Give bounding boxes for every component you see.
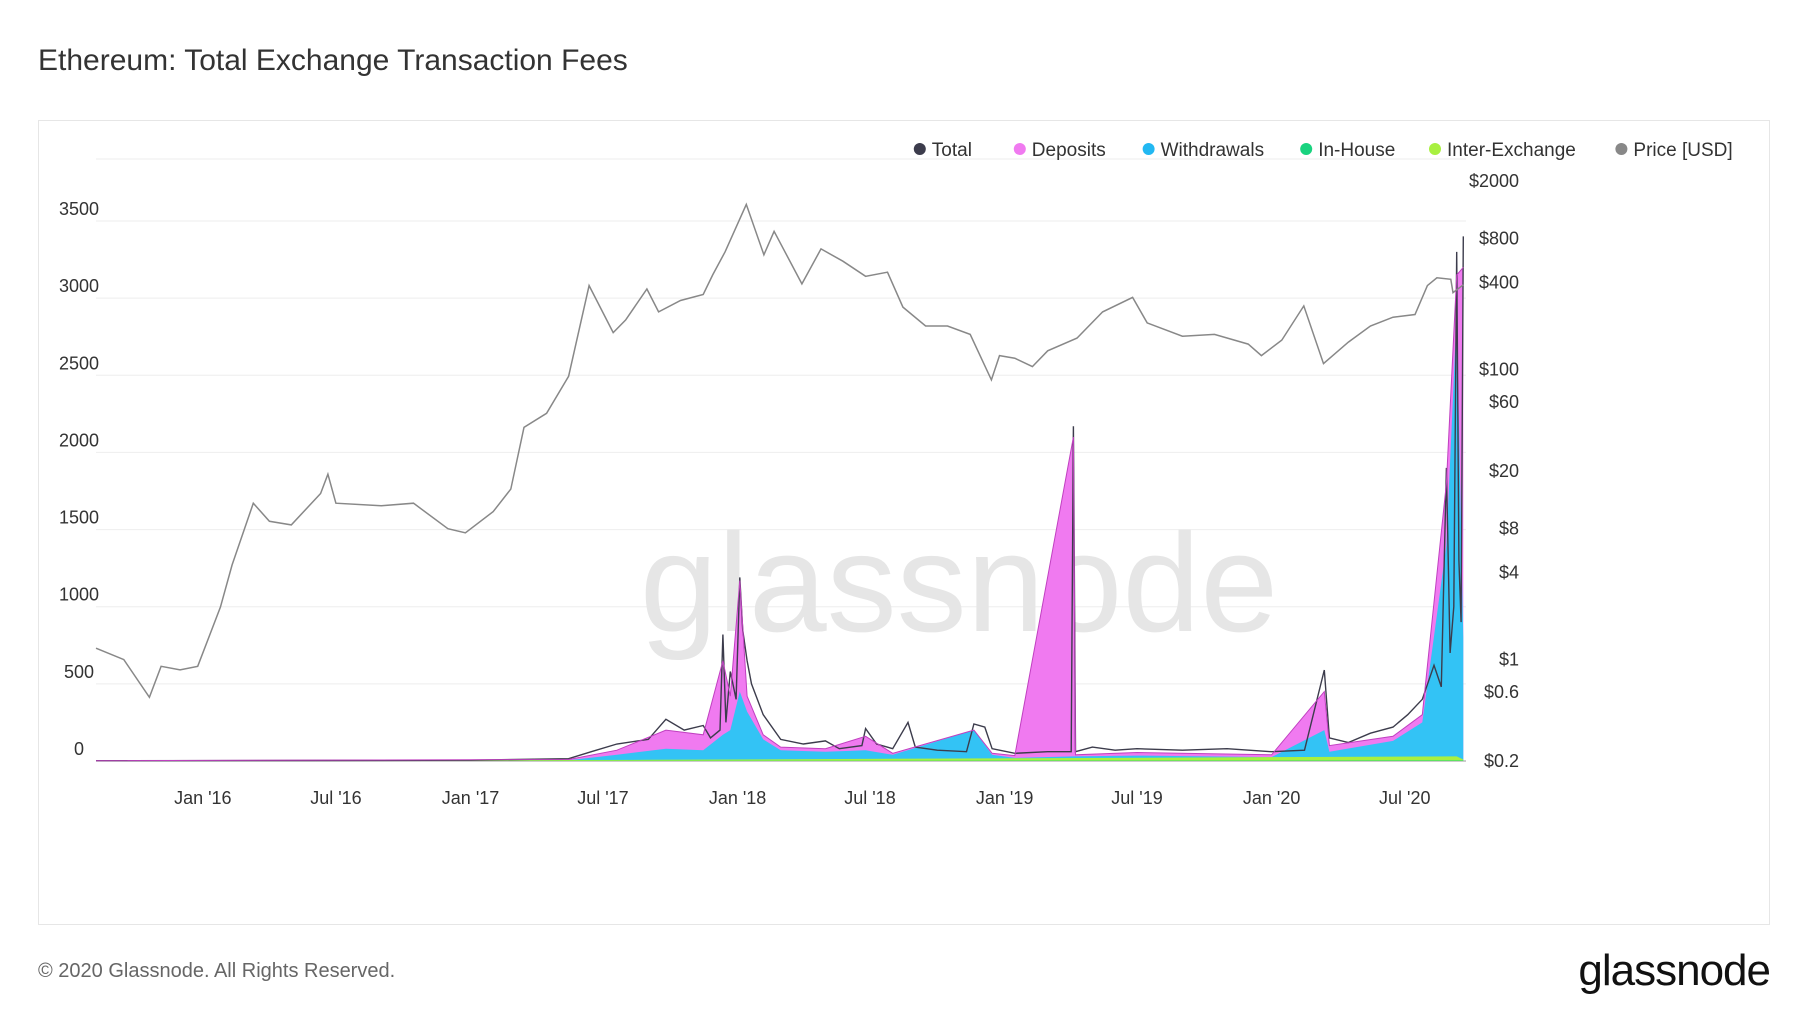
y-right-tick-label: $8 — [1499, 519, 1519, 539]
y-left-tick-label: 3500 — [59, 199, 99, 219]
legend-dot-icon — [1013, 143, 1026, 155]
x-tick-label: Jul '20 — [1379, 788, 1430, 808]
brand-logo: glassnode — [1578, 946, 1771, 995]
y-axis-right: $0.2 $0.6 $1 $4 $8 $20 $60 $100 $400 $800 $2000 — [1469, 171, 1519, 771]
legend-label: Withdrawals — [1161, 140, 1264, 161]
price-line — [95, 202, 1464, 699]
legend-label: In-House — [1318, 140, 1395, 161]
y-right-tick-label: $20 — [1489, 461, 1519, 481]
x-tick-label: Jan '20 — [1243, 788, 1300, 808]
legend-item: In-House — [1300, 140, 1395, 161]
copyright-footer: © 2020 Glassnode. All Rights Reserved. — [38, 960, 396, 982]
y-right-tick-label: $60 — [1489, 392, 1519, 412]
x-tick-label: Jul '18 — [844, 788, 895, 808]
area-series — [95, 236, 1464, 762]
legend-item: Total — [913, 140, 972, 161]
legend-dot-icon — [1142, 143, 1155, 155]
x-tick-label: Jul '19 — [1111, 788, 1162, 808]
legend-dot-icon — [913, 143, 926, 155]
watermark: glassnode — [640, 504, 1278, 661]
y-left-tick-label: 2000 — [59, 430, 99, 450]
legend-dot-icon — [1615, 143, 1628, 155]
legend-item: Deposits — [1013, 140, 1106, 161]
x-axis: Jan '16 Jul '16 Jan '17 Jul '17 Jan '18 Jul '… — [174, 788, 1430, 808]
y-left-tick-label: 1500 — [59, 508, 99, 528]
x-tick-label: Jan '18 — [709, 788, 766, 808]
y-left-tick-label: 0 — [74, 739, 84, 759]
y-right-tick-label: $100 — [1479, 360, 1519, 380]
chart-svg: glassnode 0 500 1000 1500 2000 2500 3000 3500 $… — [59, 140, 1733, 808]
chart-title: Ethereum: Total Exchange Transaction Fee… — [38, 44, 628, 77]
x-tick-label: Jul '16 — [310, 788, 361, 808]
x-tick-label: Jan '16 — [174, 788, 231, 808]
x-tick-label: Jul '17 — [577, 788, 628, 808]
y-left-tick-label: 1000 — [59, 585, 99, 605]
legend-dot-icon — [1300, 143, 1313, 155]
grid-lines — [96, 158, 1466, 762]
legend-item: Withdrawals — [1142, 140, 1264, 161]
legend-item: Inter-Exchange — [1429, 140, 1576, 161]
y-left-tick-label: 2500 — [59, 353, 99, 373]
y-right-tick-label: $4 — [1499, 562, 1519, 582]
legend-label: Deposits — [1032, 140, 1106, 161]
total-line — [95, 236, 1464, 762]
y-right-tick-label: $2000 — [1469, 171, 1519, 191]
legend-dot-icon — [1429, 143, 1441, 155]
legend-label: Inter-Exchange — [1447, 140, 1576, 161]
y-right-tick-label: $1 — [1499, 650, 1519, 670]
legend-label: Price [USD] — [1633, 140, 1732, 161]
y-right-tick-label: $400 — [1479, 272, 1519, 292]
deposits-line — [95, 266, 1464, 762]
y-axis-left: 0 500 1000 1500 2000 2500 3000 3500 — [59, 199, 99, 759]
y-left-tick-label: 3000 — [59, 276, 99, 296]
legend-label: Total — [932, 140, 972, 161]
y-left-tick-label: 500 — [64, 662, 94, 682]
price-series — [95, 202, 1464, 699]
inter-exchange-area — [96, 756, 1464, 761]
legend: Total Deposits Withdrawals In-House Inter-Ex… — [913, 140, 1733, 161]
legend-item: Price [USD] — [1615, 140, 1733, 161]
y-right-tick-label: $0.2 — [1484, 751, 1519, 771]
y-right-tick-label: $800 — [1479, 229, 1519, 249]
x-tick-label: Jan '17 — [442, 788, 499, 808]
chart-panel: glassnode 0 500 1000 1500 2000 2500 3000 3500 $… — [38, 120, 1770, 925]
x-tick-label: Jan '19 — [976, 788, 1033, 808]
y-right-tick-label: $0.6 — [1484, 682, 1519, 702]
